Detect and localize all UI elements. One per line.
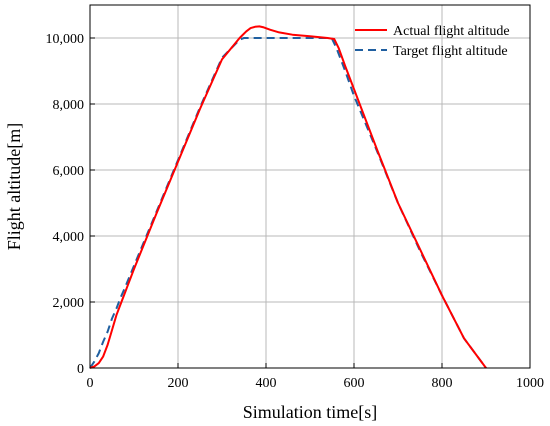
y-tick-label: 10,000: [46, 32, 85, 47]
legend: Actual flight altitude Target flight alt…: [355, 24, 510, 59]
x-tick-label: 600: [344, 376, 365, 391]
x-axis-title: Simulation time[s]: [243, 402, 378, 422]
y-tick-label: 0: [77, 362, 84, 377]
axis-ticks: 0 200 400 600 800 1000 0 2,000 4,000 6,000 8,000 10…: [46, 32, 545, 391]
y-tick-label: 4,000: [53, 230, 85, 245]
x-tick-label: 200: [168, 376, 189, 391]
x-tick-label: 1000: [516, 376, 544, 391]
x-tick-label: 400: [256, 376, 277, 391]
grid-lines: [90, 5, 530, 368]
y-tick-label: 8,000: [53, 98, 85, 113]
legend-label-actual: Actual flight altitude: [393, 24, 510, 39]
plot-frame: [89, 4, 531, 369]
series-layer: [89, 25, 487, 369]
legend-label-target: Target flight altitude: [393, 44, 508, 59]
x-tick-label: 0: [87, 376, 94, 391]
series-line-target: [89, 37, 487, 369]
y-tick-label: 6,000: [53, 164, 85, 179]
x-tick-label: 800: [432, 376, 453, 391]
y-tick-label: 2,000: [53, 296, 85, 311]
series-line-actual: [89, 25, 487, 369]
y-axis-title: Flight altitude[m]: [4, 123, 24, 251]
